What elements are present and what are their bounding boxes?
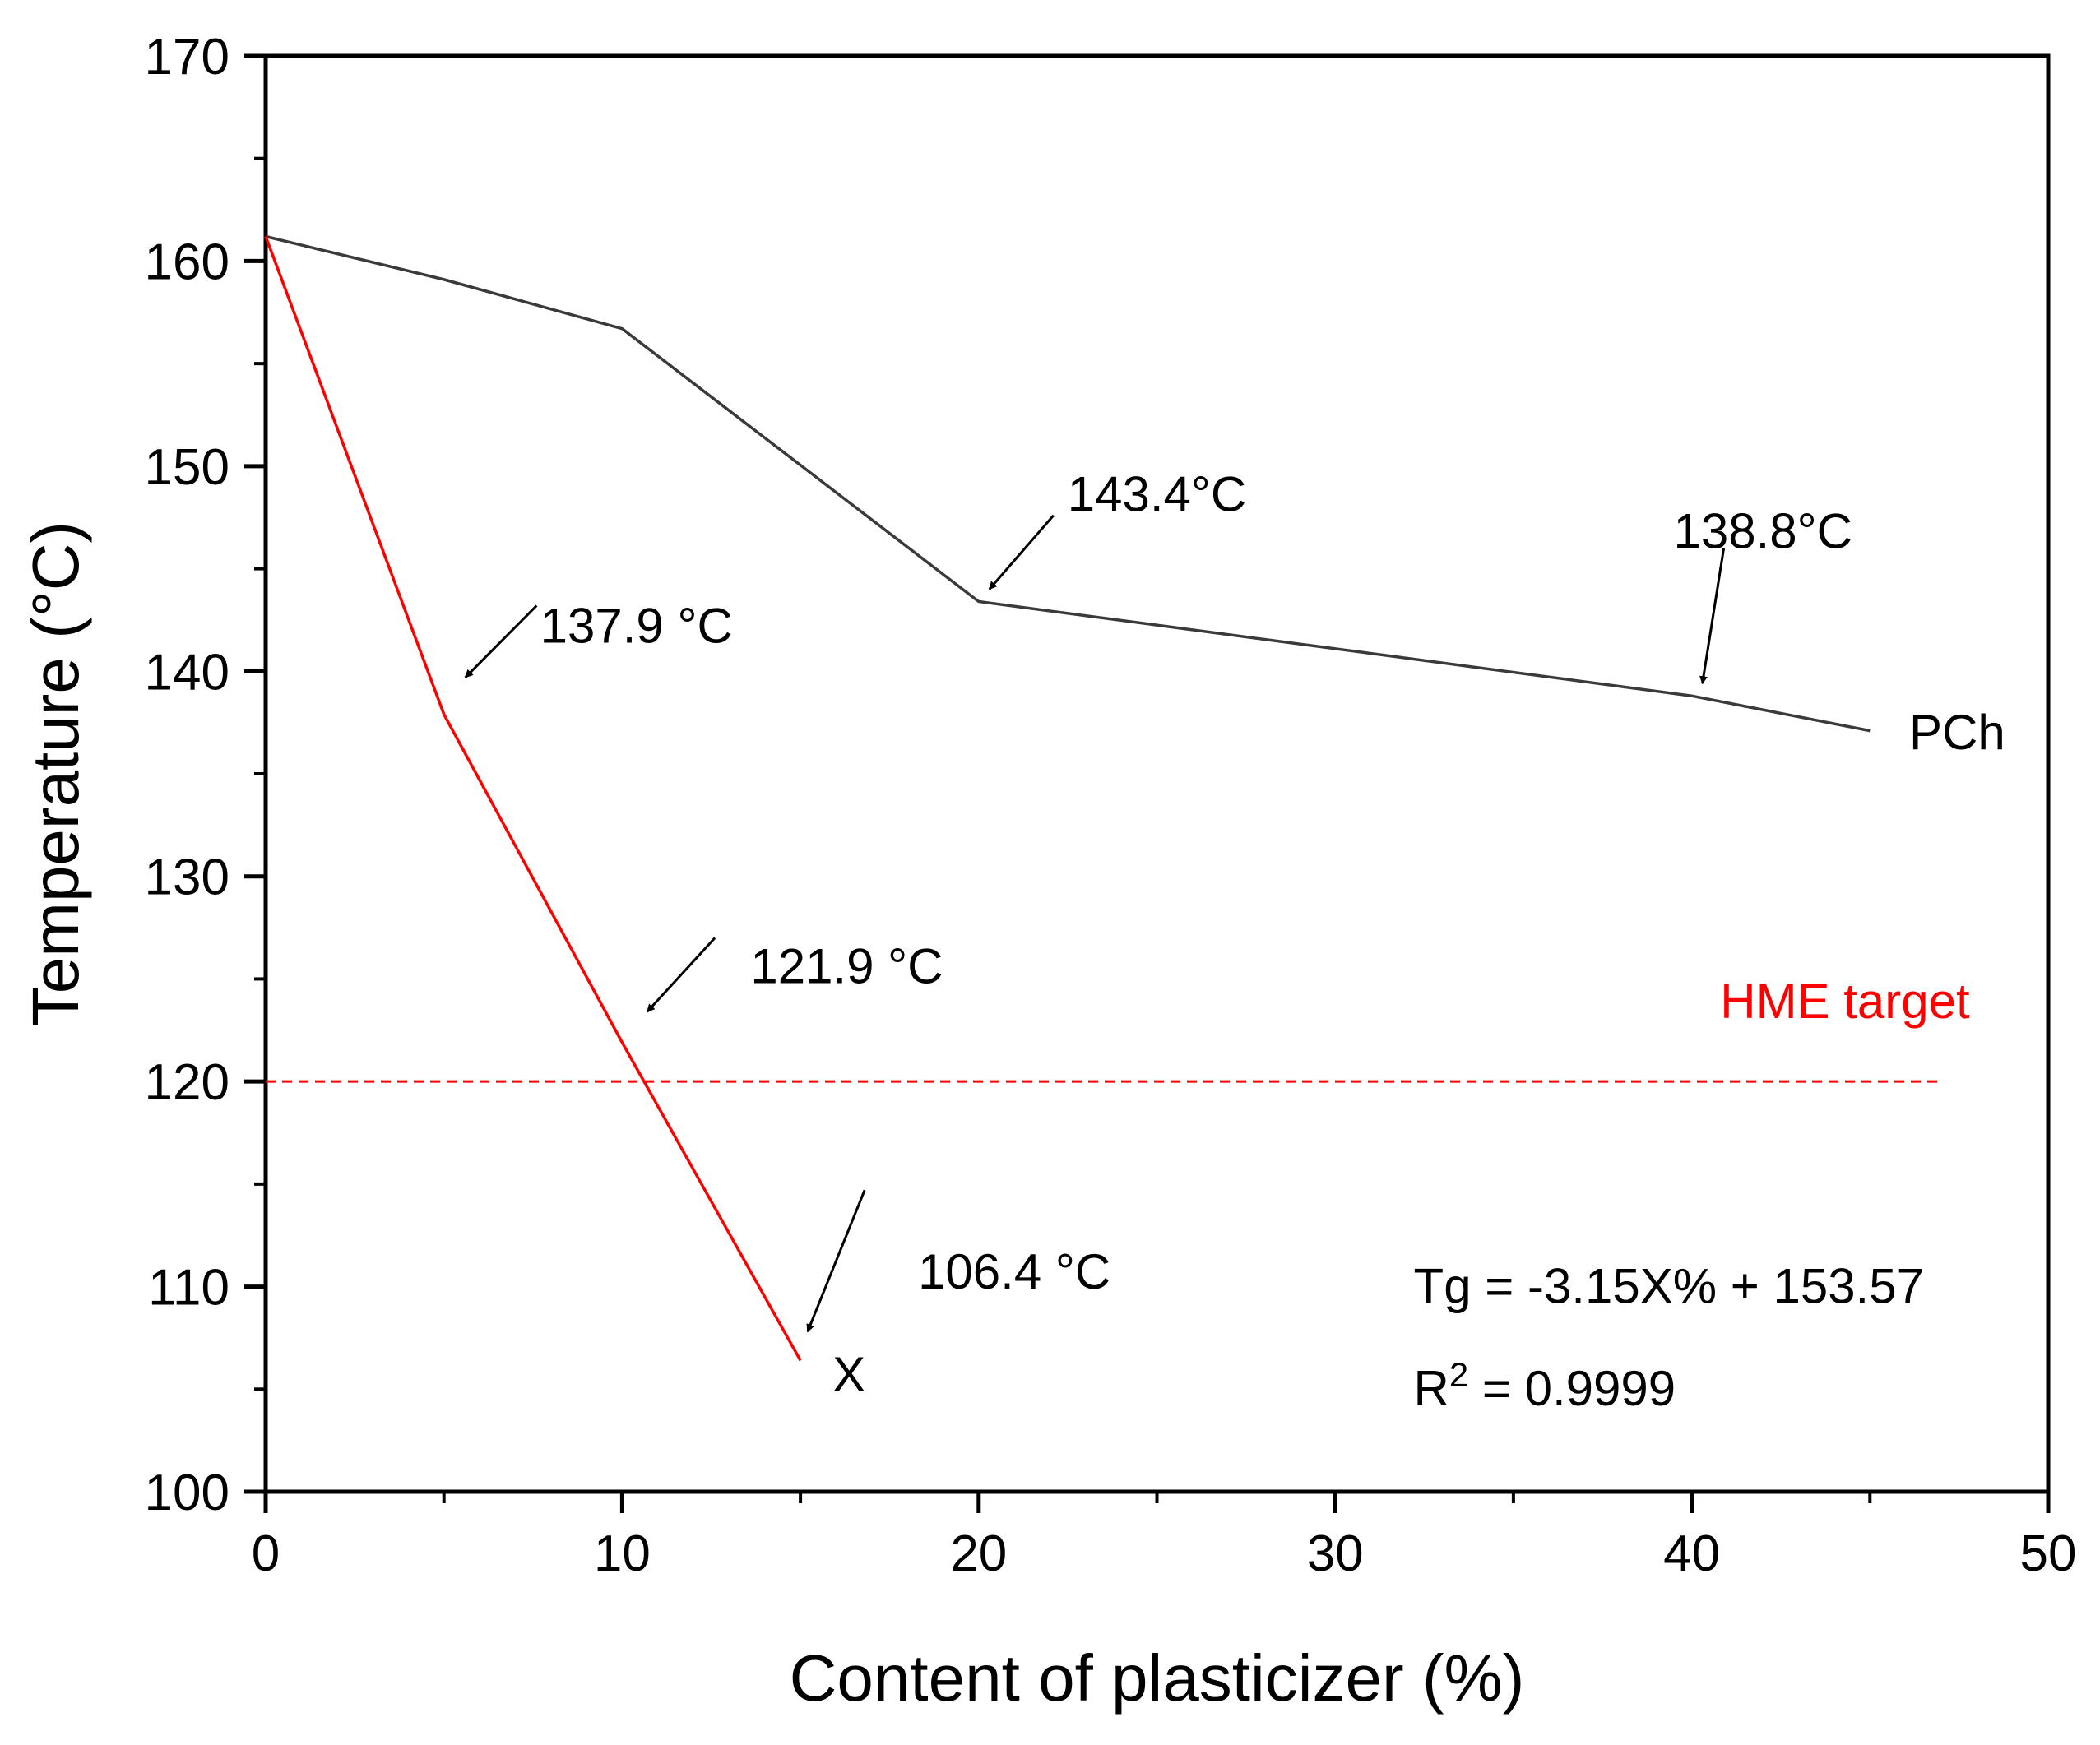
y-tick-label: 120 bbox=[145, 1054, 229, 1111]
r-squared: R2 = 0.9999 bbox=[1414, 1355, 1676, 1417]
x-tick-label: 0 bbox=[252, 1525, 280, 1582]
series-label-x: X bbox=[832, 1347, 865, 1402]
hme-target-label: HME target bbox=[1720, 974, 1970, 1029]
y-tick-label: 130 bbox=[145, 849, 229, 906]
annotation-arrow bbox=[464, 604, 538, 678]
y-axis-label: Temperature (°C) bbox=[19, 521, 92, 1026]
series-line-x bbox=[264, 235, 802, 1362]
annotation-arrow bbox=[806, 1189, 866, 1333]
x-tick-label: 30 bbox=[1307, 1525, 1364, 1582]
annotation-label: 106.4 °C bbox=[918, 1244, 1110, 1299]
equation-line: Tg = -3.15X% + 153.57 bbox=[1414, 1259, 1924, 1314]
x-tick-label: 10 bbox=[594, 1525, 651, 1582]
annotation-label: 137.9 °C bbox=[540, 598, 733, 653]
y-tick-label: 140 bbox=[145, 644, 229, 701]
y-tick-label: 150 bbox=[145, 439, 229, 496]
x-tick-label: 50 bbox=[2020, 1525, 2077, 1582]
annotation-label: 138.8°C bbox=[1674, 504, 1852, 559]
annotation-arrow bbox=[646, 937, 716, 1013]
x-axis-label: Content of plasticizer (%) bbox=[790, 1641, 1525, 1715]
annotation-arrow bbox=[1699, 548, 1726, 685]
annotation-label: 121.9 °C bbox=[750, 938, 943, 993]
y-tick-label: 160 bbox=[145, 234, 229, 290]
annotation-label: 143.4°C bbox=[1068, 467, 1246, 522]
y-tick-label: 170 bbox=[145, 29, 229, 86]
series-label-pch: PCh bbox=[1909, 705, 2005, 760]
x-tick-label: 40 bbox=[1663, 1525, 1720, 1582]
x-tick-label: 20 bbox=[950, 1525, 1007, 1582]
annotation-arrow bbox=[988, 514, 1055, 590]
series-line-pch bbox=[265, 234, 1871, 733]
y-tick-label: 110 bbox=[148, 1260, 229, 1317]
y-tick-label: 100 bbox=[145, 1465, 229, 1521]
